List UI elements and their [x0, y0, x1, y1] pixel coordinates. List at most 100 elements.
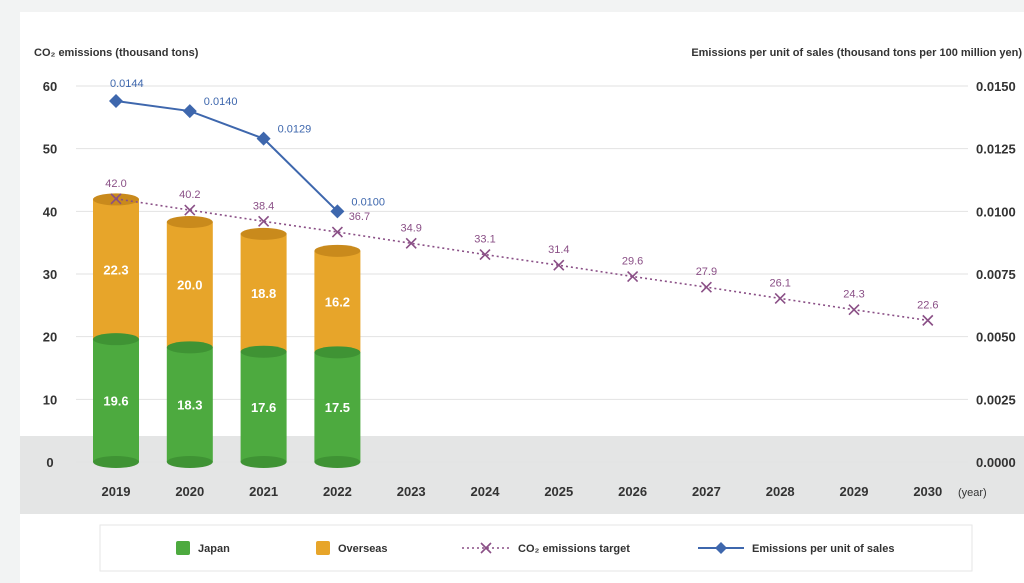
bar-japan-top: [93, 333, 139, 346]
y-tick-label: 50: [43, 142, 57, 157]
bar-japan: [166, 347, 213, 462]
y-tick-label: 0: [46, 455, 53, 470]
target-marker: [479, 249, 491, 261]
intensity-value-label: 0.0129: [278, 124, 312, 136]
intensity-line: [115, 100, 339, 213]
target-marker: [922, 314, 934, 326]
target-value-label: 29.6: [622, 256, 643, 268]
bar-japan-label: 17.5: [325, 400, 350, 415]
y2-tick-label: 0.0075: [976, 267, 1016, 282]
target-value-label: 27.9: [696, 266, 717, 278]
bar-japan-label: 18.3: [177, 398, 202, 413]
x-tick-label: 2021: [249, 484, 278, 499]
target-marker: [110, 193, 122, 205]
bar-japan-label: 17.6: [251, 400, 276, 415]
y2-tick-label: 0.0050: [976, 330, 1016, 345]
target-marker: [553, 259, 565, 271]
y-tick-label: 60: [43, 79, 57, 94]
x-tick-label: 2020: [175, 484, 204, 499]
target-marker: [774, 292, 786, 305]
bar-overseas: [240, 233, 287, 352]
bar-japan: [93, 339, 139, 462]
y2-tick-label: 0.0150: [976, 79, 1016, 94]
legend-label-japan: Japan: [198, 543, 230, 555]
bar-overseas: [93, 199, 139, 340]
bar-japan-base: [314, 456, 361, 468]
y2-axis-title: Emissions per unit of sales (thousand to…: [691, 47, 1022, 59]
y2-tick-label: 0.0000: [976, 455, 1016, 470]
bar-japan-top: [166, 341, 213, 354]
x-tick-label: 2026: [618, 484, 647, 499]
x-tick-label: 2028: [766, 484, 795, 499]
bar-overseas-label: 16.2: [325, 295, 350, 310]
target-value-label: 33.1: [474, 234, 495, 246]
y-tick-label: 30: [43, 267, 57, 282]
x-tick-label: 2025: [544, 484, 573, 499]
legend: Japan Overseas CO₂ emissions target Emissio…: [99, 524, 973, 572]
y-axis-title: CO₂ emissions (thousand tons): [34, 47, 199, 59]
x-axis-labels: 2019 2020 2021 2022 2023 2024 2025 2026 2027 2028…: [102, 484, 943, 499]
intensity-marker: [256, 131, 271, 146]
target-marker: [848, 304, 860, 316]
stacked-bars: 19.6 22.3 18.3 20.0 17.6 18.8 17.5 16.2: [93, 193, 361, 468]
intensity-marker: [182, 104, 197, 119]
legend-label-intensity: Emissions per unit of sales: [752, 543, 894, 555]
intensity-value-label: 0.0100: [351, 196, 385, 208]
target-marker: [184, 204, 196, 216]
bar-japan-label: 19.6: [103, 394, 128, 409]
target-line-group: 42.0 40.2 38.4 36.7 34.9 33.1 31.4 29.6 27.9 26.1…: [105, 178, 939, 326]
legend-marker-target: [480, 542, 492, 554]
bar-japan-top: [240, 345, 287, 358]
target-value-label: 34.9: [400, 222, 421, 234]
intensity-marker: [330, 204, 345, 219]
bar-overseas-label: 22.3: [103, 262, 128, 277]
bar-japan-top: [314, 346, 361, 359]
bar-overseas-label: 18.8: [251, 286, 276, 301]
intensity-line-group: 0.0144 0.0140 0.0129 0.0100: [109, 78, 385, 219]
intensity-value-label: 0.0144: [110, 78, 144, 90]
target-marker: [627, 270, 639, 283]
x-tick-label: 2019: [102, 484, 131, 499]
legend-label-overseas: Overseas: [338, 543, 388, 555]
x-tick-label: 2022: [323, 484, 352, 499]
bar-japan-base: [93, 456, 139, 468]
legend-label-target: CO₂ emissions target: [518, 543, 630, 555]
intensity-marker: [109, 94, 123, 109]
y2-tick-label: 0.0025: [976, 392, 1016, 407]
bar-overseas-label: 20.0: [177, 278, 202, 293]
target-marker: [331, 226, 343, 238]
bar-japan-base: [166, 456, 213, 468]
x-axis-unit: (year): [958, 487, 987, 499]
bar-japan-base: [240, 456, 287, 468]
legend-box: [99, 524, 973, 572]
target-marker: [700, 281, 712, 293]
legend-marker-intensity: [715, 542, 727, 554]
y-tick-label: 40: [43, 204, 57, 219]
target-value-label: 40.2: [179, 189, 200, 201]
target-marker: [258, 215, 270, 227]
gridlines: [76, 85, 968, 463]
x-tick-label: 2030: [913, 484, 942, 499]
legend-swatch-overseas: [316, 541, 330, 555]
bar-japan: [314, 352, 361, 462]
target-value-label: 38.4: [253, 200, 274, 212]
target-marker: [405, 237, 417, 249]
target-value-label: 22.6: [917, 299, 938, 311]
target-value-label: 26.1: [769, 277, 790, 289]
target-value-label: 31.4: [548, 244, 569, 256]
bar-overseas: [314, 250, 361, 353]
y-tick-label: 20: [43, 330, 57, 345]
bar-overseas-top: [314, 244, 361, 257]
y-tick-label: 10: [43, 392, 57, 407]
x-tick-label: 2023: [397, 484, 426, 499]
target-value-label: 36.7: [349, 211, 370, 223]
bar-overseas-top: [240, 227, 287, 240]
legend-swatch-japan: [176, 541, 190, 555]
y2-axis-ticks: 0.0000 0.0025 0.0050 0.0075 0.0100 0.0125 0.01…: [976, 79, 1016, 470]
target-value-label: 42.0: [105, 178, 126, 190]
x-tick-label: 2024: [471, 484, 501, 499]
y-axis-ticks: 0 10 20 30 40 50 60: [43, 79, 57, 470]
y2-tick-label: 0.0125: [976, 142, 1016, 157]
x-tick-label: 2027: [692, 484, 721, 499]
